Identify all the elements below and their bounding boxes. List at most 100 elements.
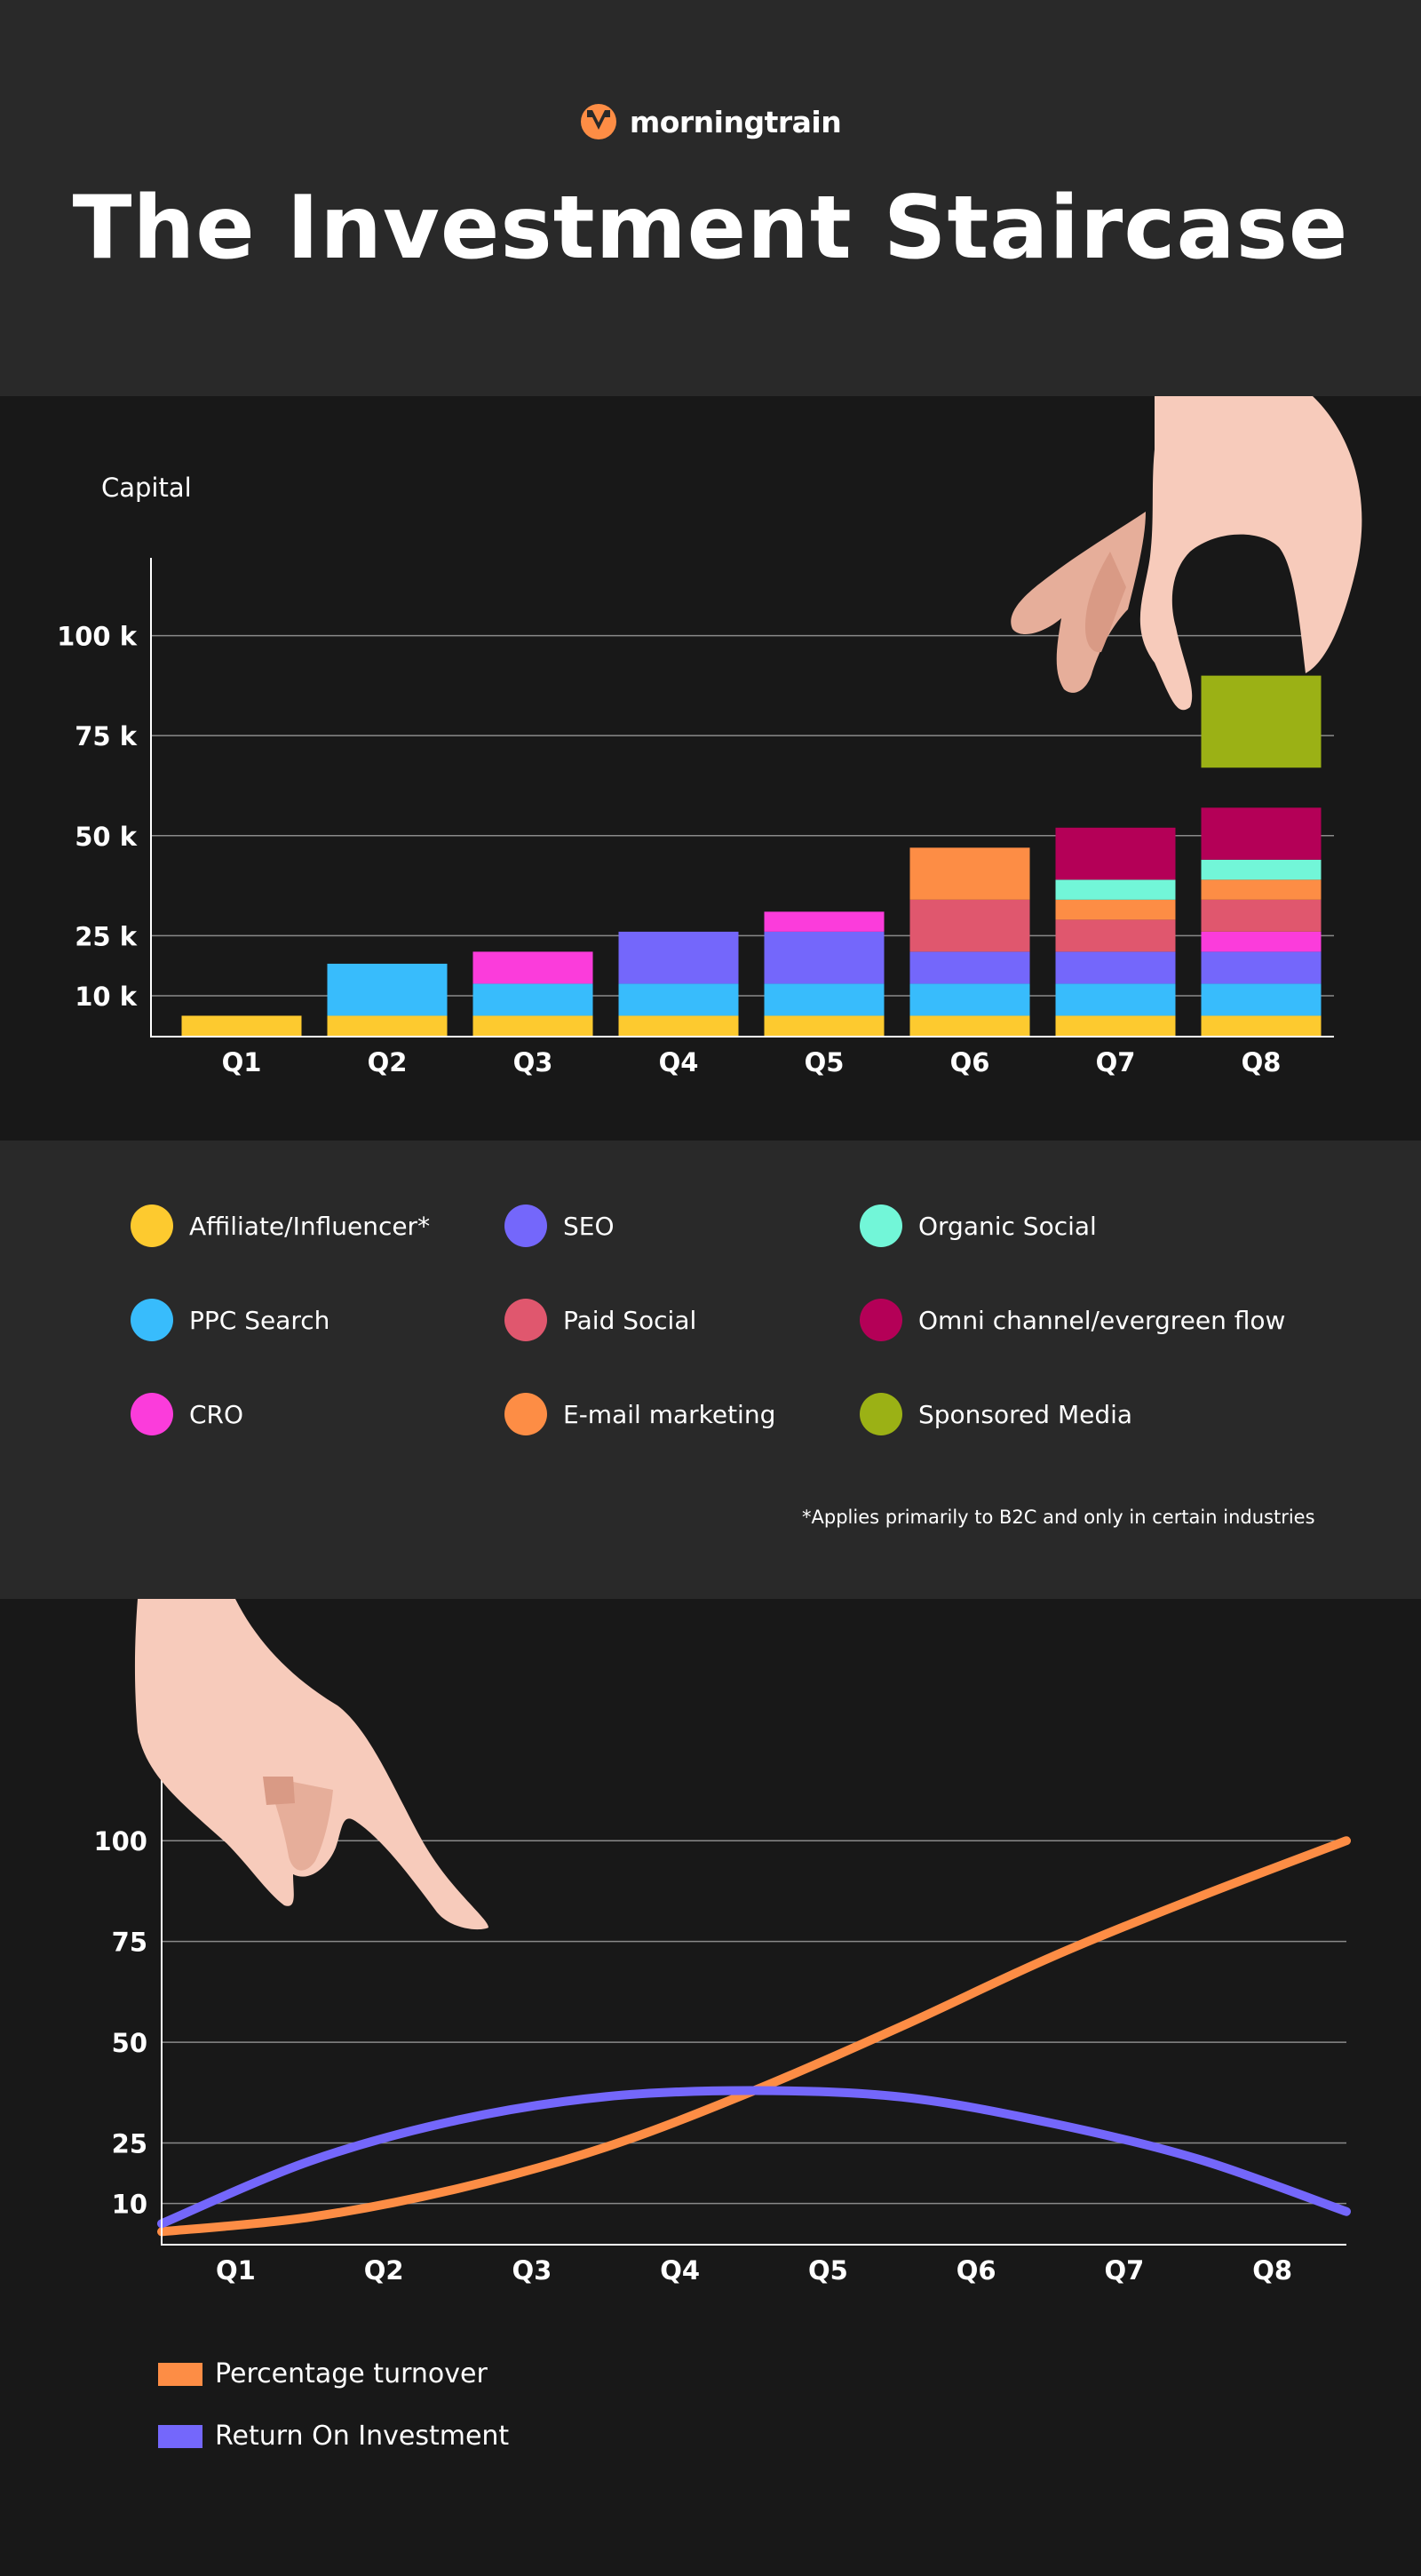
bar-segment bbox=[472, 983, 593, 1016]
header-section: morningtrain The Investment Staircase bbox=[0, 0, 1421, 396]
x-tick-label: Q7 bbox=[1104, 2255, 1144, 2286]
ppc-search-dot-icon bbox=[131, 1299, 173, 1341]
x-tick-label: Q1 bbox=[222, 1047, 262, 1077]
brand-name: morningtrain bbox=[629, 104, 842, 139]
x-tick-label: Q3 bbox=[513, 1047, 553, 1077]
x-tick-label: Q4 bbox=[659, 1047, 699, 1077]
bar-segment bbox=[1201, 899, 1322, 932]
legend-item-seo: SEO bbox=[504, 1205, 615, 1247]
bar-segment bbox=[618, 1015, 739, 1036]
capital-bar-chart: 10 k 25 k 50 k 75 k 100 k Q1 Q2 Q3 Q4 Q5 Q6 Q7 Q8 bbox=[57, 396, 1362, 1077]
x-tick-label: Q5 bbox=[805, 1047, 845, 1077]
bar-segment bbox=[1055, 899, 1176, 920]
x-tick-label: Q2 bbox=[364, 2255, 404, 2286]
series-line bbox=[157, 1836, 1351, 2237]
legend-label: E-mail marketing bbox=[563, 1399, 776, 1429]
legend-item-sponsored-media: Sponsored Media bbox=[860, 1393, 1132, 1435]
x-tick-label: Q6 bbox=[957, 2255, 996, 2286]
page-title: The Investment Staircase bbox=[72, 178, 1349, 279]
bar-segment bbox=[1055, 1015, 1176, 1036]
y-tick-label: 100 bbox=[93, 1826, 147, 1856]
capital-chart-section: Capital 10 k 25 k 50 k 75 k 100 k Q1 Q2 Q3 Q4 Q5 Q… bbox=[0, 396, 1421, 1141]
y-tick-label: 25 bbox=[112, 2129, 147, 2159]
bar-segment bbox=[909, 847, 1030, 900]
legend-label: Paid Social bbox=[563, 1305, 697, 1335]
legend-item-organic-social: Organic Social bbox=[860, 1205, 1097, 1247]
sponsored-media-floating-block bbox=[1201, 675, 1322, 768]
legend-label: PPC Search bbox=[189, 1305, 330, 1335]
email-marketing-dot-icon bbox=[504, 1393, 547, 1435]
y-tick-label: 75 bbox=[112, 1928, 147, 1958]
legend-item-paid-social: Paid Social bbox=[504, 1299, 696, 1341]
organic-social-dot-icon bbox=[860, 1205, 902, 1247]
legend-percentage-turnover: Percentage turnover bbox=[158, 2358, 488, 2389]
bar-segment bbox=[472, 951, 593, 984]
chart-title: Capital bbox=[101, 473, 192, 503]
turnover-swatch-icon bbox=[158, 2362, 202, 2386]
legend-label: Sponsored Media bbox=[918, 1399, 1133, 1429]
bar-segment bbox=[1201, 807, 1322, 860]
bar-segment bbox=[618, 931, 739, 984]
bar-segment bbox=[1201, 951, 1322, 984]
y-tick-label: 75 k bbox=[75, 721, 137, 751]
x-tick-label: Q8 bbox=[1252, 2255, 1292, 2286]
legend-return-on-investment: Return On Investment bbox=[158, 2421, 509, 2452]
legend-label: Organic Social bbox=[918, 1211, 1097, 1241]
legend-label: Affiliate/Influencer* bbox=[189, 1211, 431, 1241]
pointing-hand-illustration bbox=[134, 1599, 488, 1930]
bar-segment bbox=[1055, 983, 1176, 1016]
x-tick-label: Q4 bbox=[660, 2255, 700, 2286]
bar-segment bbox=[1055, 879, 1176, 900]
roi-line-chart: 10 25 50 75 100 Q1 Q2 Q3 Q4 Q5 Q6 Q7 Q8 bbox=[93, 1599, 1351, 2286]
legend-item-cro: CRO bbox=[131, 1393, 243, 1435]
bar-segment bbox=[1055, 951, 1176, 984]
bar-segment bbox=[327, 1015, 448, 1036]
y-tick-label: 10 k bbox=[75, 982, 137, 1012]
legend-item-ppc-search: PPC Search bbox=[131, 1299, 329, 1341]
bar-segment bbox=[764, 1015, 885, 1036]
legend-label: Return On Investment bbox=[215, 2421, 510, 2452]
bar-segment bbox=[764, 931, 885, 984]
legend-label: CRO bbox=[189, 1399, 244, 1429]
legend-label: Omni channel/evergreen flow bbox=[918, 1305, 1286, 1335]
legend-section: Affiliate/Influencer* SEO Organic Social… bbox=[0, 1141, 1421, 1599]
x-tick-label: Q5 bbox=[808, 2255, 848, 2286]
bar-segment bbox=[472, 1015, 593, 1036]
seo-dot-icon bbox=[504, 1205, 547, 1247]
legend-label: SEO bbox=[563, 1211, 615, 1241]
bar-segment bbox=[1201, 859, 1322, 880]
legend-item-affiliate: Affiliate/Influencer* bbox=[131, 1205, 430, 1247]
bar-segment bbox=[327, 963, 448, 1016]
x-tick-label: Q1 bbox=[216, 2255, 256, 2286]
series-line bbox=[157, 2086, 1351, 2229]
morningtrain-logo-icon bbox=[580, 104, 616, 139]
x-tick-label: Q2 bbox=[368, 1047, 408, 1077]
y-tick-label: 50 bbox=[112, 2028, 147, 2058]
y-tick-label: 25 k bbox=[75, 921, 137, 951]
omni-channel-dot-icon bbox=[860, 1299, 902, 1341]
bar-segment bbox=[181, 1015, 302, 1036]
bar-segment bbox=[764, 911, 885, 932]
bar-segment bbox=[1201, 879, 1322, 900]
y-tick-label: 50 k bbox=[75, 822, 137, 852]
sponsored-media-dot-icon bbox=[860, 1393, 902, 1435]
bar-segment bbox=[1055, 827, 1176, 880]
bar-segment bbox=[1201, 1015, 1322, 1036]
roi-swatch-icon bbox=[158, 2424, 202, 2448]
paid-social-dot-icon bbox=[504, 1299, 547, 1341]
footnote: *Applies primarily to B2C and only in ce… bbox=[802, 1507, 1315, 1528]
y-tick-label: 100 k bbox=[57, 622, 138, 652]
x-tick-label: Q8 bbox=[1242, 1047, 1282, 1077]
bar-segment bbox=[1201, 931, 1322, 952]
bar-segment bbox=[764, 983, 885, 1016]
x-tick-label: Q7 bbox=[1096, 1047, 1136, 1077]
legend-item-email-marketing: E-mail marketing bbox=[504, 1393, 775, 1435]
legend-label: Percentage turnover bbox=[215, 2358, 488, 2389]
bar-segment bbox=[1055, 919, 1176, 952]
bar-segment bbox=[1201, 983, 1322, 1016]
bar-segment bbox=[909, 983, 1030, 1016]
brand-logo: morningtrain bbox=[0, 101, 1421, 142]
x-tick-label: Q3 bbox=[512, 2255, 552, 2286]
legend-item-omni-channel: Omni channel/evergreen flow bbox=[860, 1299, 1285, 1341]
hand-holding-block-illustration bbox=[1011, 396, 1362, 768]
